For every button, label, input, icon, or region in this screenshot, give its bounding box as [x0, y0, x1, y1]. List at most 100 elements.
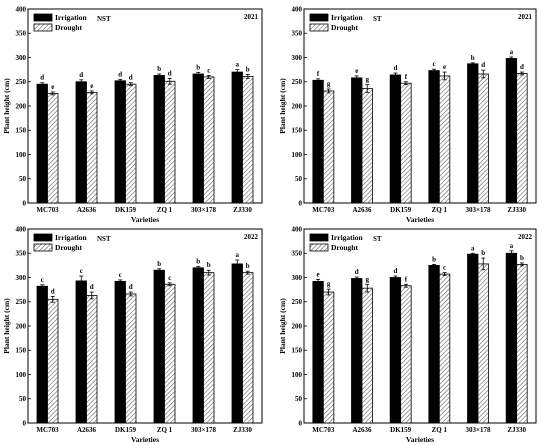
y-tick-label: 100: [292, 371, 303, 379]
x-tick-label: DK159: [390, 426, 412, 434]
legend-swatch-drought: [309, 23, 329, 32]
year-label: 2022: [244, 233, 259, 241]
bar-irrigation: [505, 252, 518, 424]
y-tick-label: 300: [292, 274, 303, 282]
bar-drought: [361, 287, 373, 424]
y-tick-label: 200: [16, 322, 27, 330]
significance-label: a: [510, 48, 514, 56]
y-tick-label: 300: [292, 54, 303, 62]
y-tick-label: 100: [16, 371, 27, 379]
bar-irrigation: [312, 280, 324, 424]
x-tick-label: 303×178: [191, 426, 216, 434]
y-tick-label: 250: [16, 298, 27, 306]
bar-drought: [438, 75, 451, 204]
significance-label: e: [317, 270, 320, 278]
y-axis-title: Plant height (cm): [278, 78, 287, 134]
y-tick-label: 200: [292, 102, 303, 110]
x-tick-label: ZQ 1: [157, 426, 173, 434]
bar-irrigation: [389, 74, 402, 204]
x-tick-label: ZQ 1: [432, 426, 448, 434]
legend-label: Drought: [331, 243, 358, 252]
legend-swatch-drought: [33, 23, 53, 32]
significance-label: c: [41, 276, 44, 284]
bar-irrigation: [351, 278, 363, 424]
plot-frame: [27, 8, 263, 204]
legend-label: Drought: [55, 23, 82, 32]
bar-drought: [438, 273, 451, 424]
significance-label: c: [80, 267, 83, 275]
x-tick-label: A2636: [352, 426, 372, 434]
x-axis-title: Varieties: [131, 435, 159, 444]
chart-panel-2: 0 50 100 150 200 250 300 350 400 Plant height (cm…: [278, 5, 537, 224]
legend-label: Irrigation: [55, 13, 87, 22]
bar-irrigation: [75, 280, 87, 424]
legend-swatch-drought: [33, 243, 53, 252]
x-axis-title: Varieties: [406, 435, 434, 444]
y-axis-title: Plant height (cm): [278, 298, 287, 354]
legend-swatch-irrigation: [309, 233, 329, 242]
y-tick-label: 350: [292, 250, 303, 258]
bar-irrigation: [351, 77, 363, 204]
significance-label: b: [196, 257, 200, 265]
bar-irrigation: [192, 267, 204, 424]
y-tick-label: 150: [16, 347, 27, 355]
x-tick-label: DK159: [390, 206, 412, 214]
x-tick-label: DK159: [115, 206, 137, 214]
y-tick-label: 100: [16, 151, 27, 159]
significance-label: c: [443, 264, 446, 272]
y-tick-label: 300: [16, 54, 27, 62]
y-tick-label: 250: [16, 78, 27, 86]
y-tick-label: 150: [16, 127, 27, 135]
bar-drought: [322, 291, 335, 424]
significance-label: b: [246, 262, 250, 270]
year-label: 2022: [518, 233, 533, 241]
y-tick-label: 0: [23, 419, 27, 427]
y-tick-label: 0: [299, 419, 303, 427]
legend-label: Irrigation: [331, 233, 363, 242]
y-tick-label: 400: [16, 5, 27, 13]
y-tick-label: 250: [292, 298, 303, 306]
x-tick-label: ZQ 1: [157, 206, 173, 214]
significance-label: d: [90, 283, 94, 291]
significance-label: g: [366, 275, 370, 283]
bar-drought: [47, 298, 59, 424]
bar-drought: [47, 92, 59, 204]
significance-label: b: [196, 64, 200, 72]
bar-irrigation: [114, 280, 126, 424]
significance-label: d: [129, 74, 133, 82]
year-label: 2021: [244, 13, 259, 21]
significance-label: f: [317, 70, 320, 78]
y-tick-label: 300: [16, 274, 27, 282]
bar-drought: [125, 83, 137, 204]
significance-label: g: [327, 80, 331, 88]
significance-label: e: [90, 82, 93, 90]
significance-label: b: [520, 254, 524, 262]
bar-drought: [125, 293, 137, 424]
panel-label: ST: [373, 15, 382, 23]
y-tick-label: 100: [292, 151, 303, 159]
bar-drought: [86, 92, 98, 204]
bar-irrigation: [231, 263, 243, 424]
x-tick-label: ZJ330: [233, 426, 252, 434]
bar-drought: [164, 80, 176, 204]
chart-panel-3: 0 50 100 150 200 250 300 350 400 Plant height (cm…: [2, 225, 263, 444]
legend-label: Drought: [331, 23, 358, 32]
legend-swatch-irrigation: [33, 13, 53, 22]
bar-irrigation: [467, 63, 479, 204]
significance-label: e: [355, 67, 358, 75]
panel-label: NST: [97, 15, 111, 23]
significance-label: a: [236, 251, 240, 259]
x-tick-label: ZJ330: [233, 206, 252, 214]
y-tick-label: 50: [295, 395, 303, 403]
y-tick-label: 50: [19, 395, 27, 403]
y-tick-label: 400: [292, 5, 303, 13]
significance-label: e: [51, 83, 54, 91]
significance-label: a: [510, 242, 514, 250]
y-tick-label: 150: [292, 127, 303, 135]
y-tick-label: 400: [292, 225, 303, 233]
y-axis-title: Plant height (cm): [2, 78, 11, 134]
x-tick-label: MC703: [36, 426, 59, 434]
x-tick-label: DK159: [115, 426, 137, 434]
significance-label: b: [432, 255, 436, 263]
